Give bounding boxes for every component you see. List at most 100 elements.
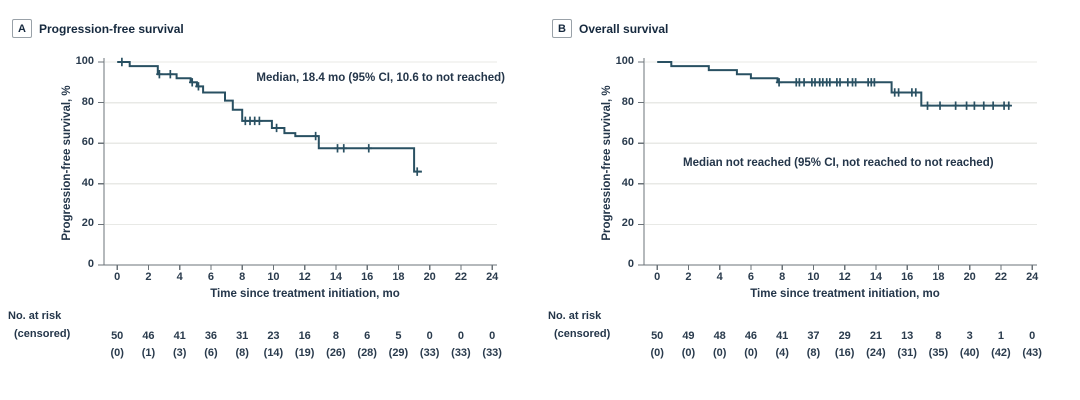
panel-header: B Overall survival (552, 19, 668, 38)
censor-mark (826, 78, 834, 87)
risk-at-risk-value: 36 (204, 330, 218, 342)
risk-at-risk-value: 41 (776, 330, 789, 342)
x-tick-label: 16 (901, 271, 914, 283)
risk-censored-value: (3) (172, 347, 187, 359)
y-tick-label: 0 (87, 258, 94, 270)
risk-at-risk-value: 0 (489, 330, 496, 342)
x-tick-label: 10 (267, 271, 280, 283)
y-tick-label: 40 (621, 176, 634, 189)
censor-mark (312, 131, 319, 141)
risk-at-risk-value: 3 (966, 330, 973, 342)
panel-letter-box: B (552, 19, 572, 38)
risk-column: 8 (26) (316, 328, 356, 362)
risk-column: 46 (0) (731, 328, 771, 362)
risk-censored-value: (33) (419, 347, 440, 359)
risk-column: 31 (8) (222, 328, 262, 362)
risk-censored-value: (1) (141, 347, 156, 359)
risk-at-risk-value: 8 (935, 330, 942, 342)
censor-mark (340, 144, 347, 153)
censor-mark (800, 78, 808, 87)
median-annotation: Median not reached (95% CI, not reached … (683, 157, 994, 169)
y-tick-label: 80 (621, 95, 634, 108)
risk-censored-value: (40) (959, 347, 980, 359)
y-tick-label: 0 (627, 258, 634, 270)
risk-column: 50 (0) (97, 328, 137, 362)
censor-mark (963, 101, 970, 110)
y-tick-label: 20 (621, 217, 634, 230)
risk-column: 41 (4) (762, 328, 802, 362)
risk-column: 6 (28) (347, 328, 387, 362)
risk-censored-value: (16) (834, 347, 855, 359)
risk-censored-value: (8) (806, 347, 821, 359)
risk-censored-value: (4) (775, 347, 789, 359)
x-tick-label: 8 (779, 271, 786, 283)
risk-censored-value: (28) (357, 347, 377, 359)
censor-mark (775, 78, 783, 87)
risk-censored-value: (26) (326, 347, 346, 359)
risk-column: 3 (40) (950, 328, 990, 362)
x-tick-label: 6 (747, 271, 754, 283)
risk-column: 36 (6) (191, 328, 231, 362)
censor-mark (189, 78, 196, 87)
risk-at-risk-value: 21 (869, 330, 883, 342)
risk-at-risk-value: 41 (173, 330, 186, 342)
censor-mark (334, 144, 341, 153)
x-tick-label: 24 (486, 271, 499, 283)
risk-at-risk-value: 0 (426, 330, 433, 342)
risk-censored-value: (42) (991, 347, 1011, 359)
y-tick-label: 60 (81, 136, 94, 149)
censor-mark (852, 78, 859, 87)
y-tick-label: 20 (81, 217, 94, 230)
risk-table-label: No. at risk (548, 310, 602, 322)
x-tick-label: 8 (239, 271, 246, 283)
censor-mark (871, 78, 878, 87)
km-curve (657, 61, 1011, 107)
x-tick-label: 12 (838, 271, 851, 283)
panel-letter: B (558, 22, 566, 35)
x-tick-label: 0 (114, 271, 121, 283)
km-chart-b (638, 58, 1037, 270)
censor-mark (952, 101, 959, 110)
panel-letter: A (18, 22, 26, 35)
censor-mark (836, 78, 844, 87)
risk-at-risk-value: 16 (298, 330, 311, 342)
risk-at-risk-value: 49 (682, 330, 695, 342)
censor-mark (167, 69, 174, 79)
x-tick-label: 6 (207, 271, 214, 283)
risk-column: 37 (8) (793, 328, 833, 362)
risk-censored-value: (29) (388, 347, 409, 359)
censor-mark (980, 101, 987, 110)
panel-progression-free-survival: A Progression-free survival Progression-… (8, 19, 505, 362)
risk-column: 50 (0) (637, 328, 677, 362)
x-tick-label: 12 (298, 271, 311, 283)
risk-column: 41 (3) (160, 328, 200, 362)
censor-mark (971, 101, 978, 110)
risk-at-risk-value: 5 (395, 330, 402, 342)
y-tick-label: 80 (81, 95, 94, 108)
risk-at-risk-value: 50 (651, 330, 664, 342)
risk-censored-value: (6) (204, 347, 218, 359)
risk-at-risk-value: 46 (744, 330, 758, 342)
x-tick-label: 4 (176, 271, 183, 283)
censor-mark (924, 101, 931, 110)
risk-at-risk-value: 29 (838, 330, 851, 342)
risk-table-censored-label: (censored) (554, 328, 611, 340)
risk-at-risk-value: 37 (807, 330, 820, 342)
y-tick-label: 60 (621, 136, 634, 149)
risk-at-risk-value: 8 (332, 330, 339, 342)
x-tick-label: 14 (329, 271, 343, 283)
risk-column: 5 (29) (378, 328, 418, 362)
x-tick-label: 2 (145, 271, 152, 283)
risk-column: 0 (33) (410, 328, 450, 362)
risk-at-risk-value: 0 (1029, 330, 1036, 342)
risk-at-risk-value: 50 (111, 330, 124, 342)
x-tick-label: 10 (807, 271, 820, 283)
censor-mark (195, 82, 202, 91)
risk-column: 29 (16) (825, 328, 865, 362)
risk-column: 21 (24) (856, 328, 896, 362)
censor-mark (989, 101, 997, 110)
x-axis-title: Time since treatment initiation, mo (750, 288, 940, 300)
risk-column: 48 (0) (700, 328, 740, 362)
censor-mark (912, 88, 919, 97)
risk-censored-value: (0) (650, 347, 664, 359)
